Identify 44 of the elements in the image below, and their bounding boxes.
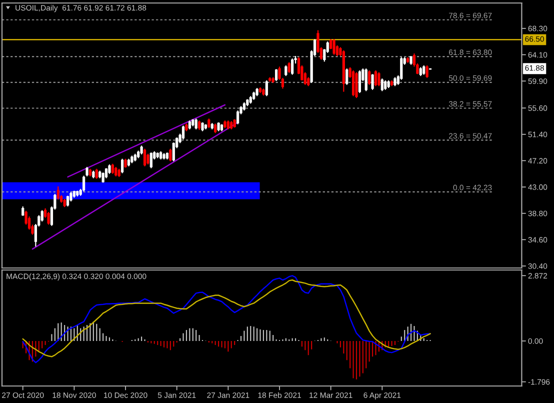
candlestick bbox=[82, 175, 86, 192]
candlestick bbox=[198, 120, 201, 131]
candlestick bbox=[56, 186, 60, 200]
candlestick bbox=[265, 80, 268, 97]
candlestick bbox=[364, 68, 368, 92]
candlestick bbox=[368, 70, 371, 86]
candlestick bbox=[172, 142, 175, 162]
candlestick bbox=[143, 148, 146, 167]
candlestick bbox=[22, 206, 24, 216]
candlestick bbox=[332, 38, 336, 56]
candlestick bbox=[284, 64, 288, 77]
candlestick bbox=[150, 152, 152, 169]
candlestick bbox=[422, 64, 426, 76]
candlestick bbox=[426, 64, 428, 78]
candlestick bbox=[146, 153, 150, 165]
candlestick bbox=[120, 158, 124, 174]
candlestick bbox=[274, 68, 278, 82]
candlestick bbox=[380, 78, 384, 92]
candlestick bbox=[208, 118, 210, 129]
candlestick bbox=[352, 70, 355, 97]
candlestick bbox=[346, 68, 348, 86]
candlestick bbox=[378, 72, 380, 87]
candlestick bbox=[355, 72, 358, 99]
candlestick bbox=[114, 166, 118, 177]
candlestick bbox=[95, 168, 98, 180]
candlestick bbox=[182, 125, 185, 140]
candlestick bbox=[194, 118, 198, 130]
candlestick bbox=[111, 163, 114, 174]
candlestick bbox=[288, 62, 290, 74]
candlestick bbox=[40, 210, 44, 222]
candlestick bbox=[214, 123, 217, 134]
candlestick bbox=[374, 70, 378, 87]
candlestick bbox=[169, 148, 172, 162]
candlestick bbox=[291, 58, 294, 76]
candlestick bbox=[24, 210, 28, 226]
candlestick bbox=[371, 74, 374, 90]
candlestick bbox=[236, 110, 240, 125]
candlestick bbox=[86, 166, 88, 177]
candlestick bbox=[47, 212, 50, 226]
candlestick bbox=[104, 168, 108, 179]
candlestick bbox=[384, 80, 387, 90]
candlestick bbox=[358, 70, 361, 94]
candlestick bbox=[108, 164, 111, 174]
candlestick bbox=[70, 191, 72, 202]
